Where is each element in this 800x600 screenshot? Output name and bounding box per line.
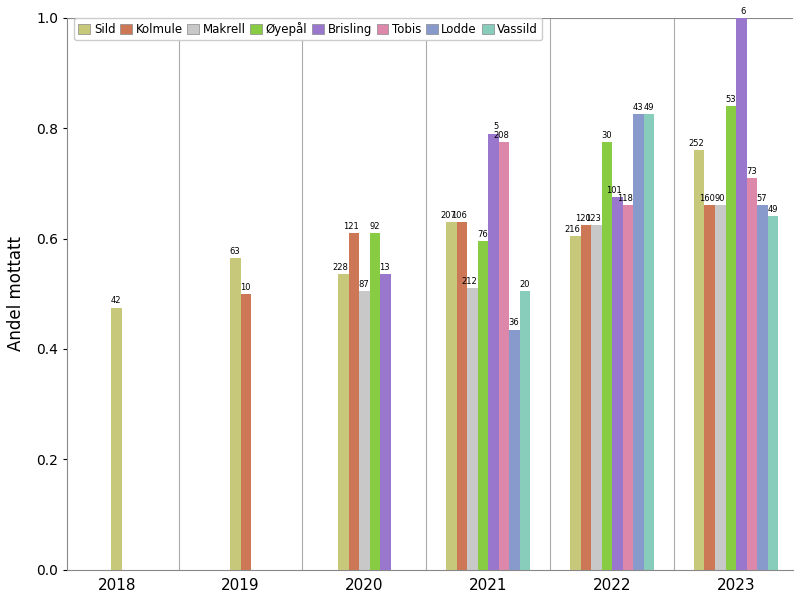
Text: 212: 212: [462, 277, 478, 286]
Bar: [370, 233, 380, 570]
Bar: [241, 294, 251, 570]
Text: 49: 49: [643, 103, 654, 112]
Bar: [467, 288, 478, 570]
Text: 207: 207: [440, 211, 456, 220]
Text: 216: 216: [564, 224, 580, 233]
Bar: [705, 205, 715, 570]
Text: 208: 208: [493, 131, 509, 140]
Bar: [644, 115, 654, 570]
Text: 57: 57: [757, 194, 767, 203]
Bar: [230, 258, 241, 570]
Bar: [499, 142, 510, 570]
Bar: [478, 241, 488, 570]
Bar: [746, 178, 757, 570]
Bar: [338, 274, 349, 570]
Bar: [446, 222, 457, 570]
Bar: [715, 205, 726, 570]
Text: 123: 123: [586, 214, 601, 223]
Bar: [520, 291, 530, 570]
Text: 87: 87: [358, 280, 369, 289]
Text: 121: 121: [343, 222, 358, 231]
Text: 10: 10: [240, 283, 250, 292]
Text: 76: 76: [477, 230, 488, 239]
Text: 42: 42: [111, 296, 122, 305]
Bar: [510, 329, 520, 570]
Text: 92: 92: [369, 222, 380, 231]
Bar: [726, 106, 736, 570]
Bar: [612, 197, 622, 570]
Legend: Sild, Kolmule, Makrell, Øyepål, Brisling, Tobis, Lodde, Vassild: Sild, Kolmule, Makrell, Øyepål, Brisling…: [74, 18, 542, 40]
Text: 101: 101: [606, 186, 622, 195]
Text: 43: 43: [633, 103, 643, 112]
Bar: [694, 150, 705, 570]
Bar: [581, 225, 591, 570]
Bar: [622, 205, 634, 570]
Bar: [359, 291, 370, 570]
Text: 252: 252: [688, 139, 704, 148]
Text: 6: 6: [741, 7, 746, 16]
Text: 53: 53: [725, 95, 735, 104]
Text: 120: 120: [575, 214, 590, 223]
Text: 160: 160: [698, 194, 714, 203]
Text: 73: 73: [746, 167, 757, 176]
Text: 30: 30: [601, 131, 612, 140]
Bar: [457, 222, 467, 570]
Bar: [111, 308, 122, 570]
Text: 106: 106: [451, 211, 466, 220]
Text: 118: 118: [617, 194, 633, 203]
Text: 90: 90: [714, 194, 725, 203]
Text: 49: 49: [767, 205, 778, 214]
Text: 63: 63: [230, 247, 240, 256]
Bar: [380, 274, 390, 570]
Bar: [768, 217, 778, 570]
Bar: [736, 18, 746, 570]
Bar: [570, 236, 581, 570]
Bar: [488, 134, 499, 570]
Bar: [602, 142, 612, 570]
Text: 36: 36: [509, 319, 519, 328]
Text: 5: 5: [493, 122, 498, 131]
Bar: [591, 225, 602, 570]
Text: 228: 228: [332, 263, 348, 272]
Text: 20: 20: [519, 280, 530, 289]
Bar: [634, 115, 644, 570]
Bar: [349, 233, 359, 570]
Y-axis label: Andel mottatt: Andel mottatt: [7, 236, 25, 351]
Text: 13: 13: [379, 263, 390, 272]
Bar: [757, 205, 768, 570]
